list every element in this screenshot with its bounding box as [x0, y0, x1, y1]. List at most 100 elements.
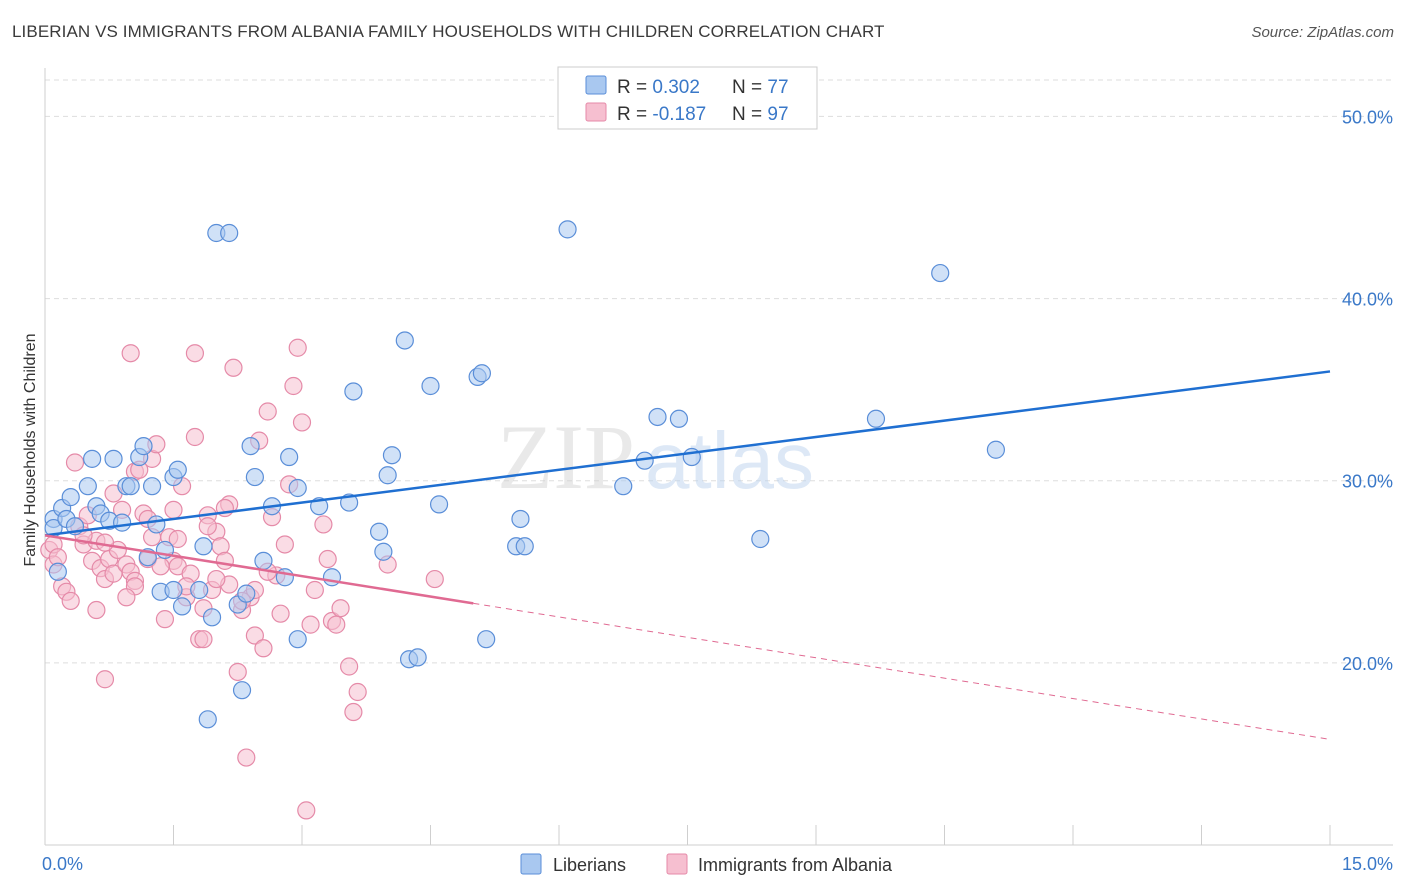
point-liberians [395, 331, 414, 350]
point-liberians [614, 477, 633, 496]
point-liberians [322, 568, 342, 587]
y-tick-label: 30.0% [1342, 472, 1393, 492]
legend-r-label-1: R = [617, 77, 652, 98]
point-liberians [220, 223, 239, 243]
y-tick-label: 20.0% [1342, 654, 1393, 674]
bottom-legend-label-liberians: Liberians [553, 855, 626, 875]
point-albania [95, 670, 115, 689]
point-albania [275, 535, 294, 554]
trend-line-liberians [44, 370, 1331, 537]
point-albania [318, 549, 337, 569]
bottom-legend-label-albania: Immigrants from Albania [698, 855, 893, 875]
point-liberians [751, 529, 770, 549]
point-liberians [245, 467, 264, 487]
legend-n-value-2: 97 [767, 104, 788, 125]
point-liberians [237, 584, 256, 603]
point-albania [198, 517, 217, 536]
point-liberians [172, 597, 192, 616]
point-albania [340, 657, 359, 676]
series-liberians-points [44, 220, 1006, 729]
point-liberians [382, 446, 402, 465]
point-liberians [83, 449, 102, 468]
point-albania [348, 682, 367, 702]
point-liberians [232, 681, 252, 700]
point-albania [185, 427, 205, 447]
bottom-legend-swatch-liberians [520, 853, 542, 875]
point-liberians [288, 478, 307, 498]
point-liberians [168, 460, 187, 479]
point-albania [301, 615, 320, 634]
legend-swatch-liberians [585, 75, 607, 95]
point-liberians [344, 382, 363, 401]
trend-lines [44, 370, 1331, 740]
point-albania [314, 515, 333, 534]
point-liberians [48, 562, 67, 581]
point-liberians [429, 495, 449, 514]
bottom-legend: Liberians Immigrants from Albania [520, 853, 893, 875]
point-liberians [648, 407, 667, 427]
point-albania [65, 453, 85, 472]
y-tick-label: 50.0% [1342, 107, 1393, 127]
point-albania [121, 344, 140, 363]
point-albania [224, 358, 243, 377]
legend-box: R = 0.302 N = 77 R = -0.187 N = 97 [557, 66, 818, 130]
point-liberians [241, 437, 260, 456]
point-liberians [121, 477, 140, 496]
point-liberians [202, 608, 222, 627]
point-liberians [134, 437, 153, 456]
point-albania [194, 630, 213, 649]
point-liberians [280, 447, 299, 467]
point-albania [344, 702, 363, 722]
point-albania [185, 344, 205, 363]
point-liberians [511, 509, 530, 529]
point-albania [258, 402, 277, 421]
legend-r-value-1: 0.302 [652, 77, 700, 98]
point-albania [215, 551, 234, 570]
point-albania [117, 588, 136, 607]
legend-n-label-2: N = [732, 104, 767, 125]
point-liberians [370, 522, 389, 541]
point-albania [284, 376, 303, 396]
point-liberians [164, 580, 183, 600]
point-albania [168, 529, 187, 549]
point-liberians [408, 648, 427, 667]
trend-line-albania-extrapolated [473, 602, 1331, 740]
point-albania [271, 604, 290, 623]
svg-text:R = -0.187: R = -0.187 [617, 104, 706, 125]
point-liberians [254, 551, 273, 570]
point-albania [61, 591, 80, 611]
point-liberians [986, 440, 1006, 459]
point-liberians [147, 515, 166, 534]
point-albania [288, 338, 307, 357]
point-liberians [104, 449, 123, 468]
bottom-legend-swatch-albania [666, 853, 688, 875]
point-liberians [866, 409, 886, 428]
point-liberians [190, 580, 209, 600]
point-liberians [477, 630, 496, 649]
legend-n-value-1: 77 [767, 77, 788, 98]
point-liberians [112, 513, 132, 532]
series-albania-points [40, 338, 444, 820]
point-albania [155, 610, 175, 629]
watermark: ZIP atlas [497, 406, 814, 508]
point-albania [331, 599, 350, 618]
point-albania [305, 580, 324, 600]
svg-text:N = 77: N = 77 [732, 77, 789, 98]
axes [44, 68, 1393, 846]
svg-text:R = 0.302: R = 0.302 [617, 77, 700, 98]
point-albania [87, 600, 106, 620]
point-liberians [472, 364, 491, 383]
point-albania [327, 615, 346, 634]
watermark-zip: ZIP [497, 406, 635, 508]
point-albania [207, 569, 226, 589]
point-liberians [194, 537, 213, 556]
trend-line-albania [44, 534, 474, 605]
x-tick-label-max: 15.0% [1342, 854, 1393, 874]
point-albania [237, 748, 256, 767]
point-liberians [669, 409, 689, 428]
chart-title: LIBERIAN VS IMMIGRANTS FROM ALBANIA FAMI… [12, 22, 885, 41]
legend-swatch-albania [585, 102, 607, 122]
point-liberians [515, 537, 534, 556]
point-liberians [78, 477, 97, 496]
